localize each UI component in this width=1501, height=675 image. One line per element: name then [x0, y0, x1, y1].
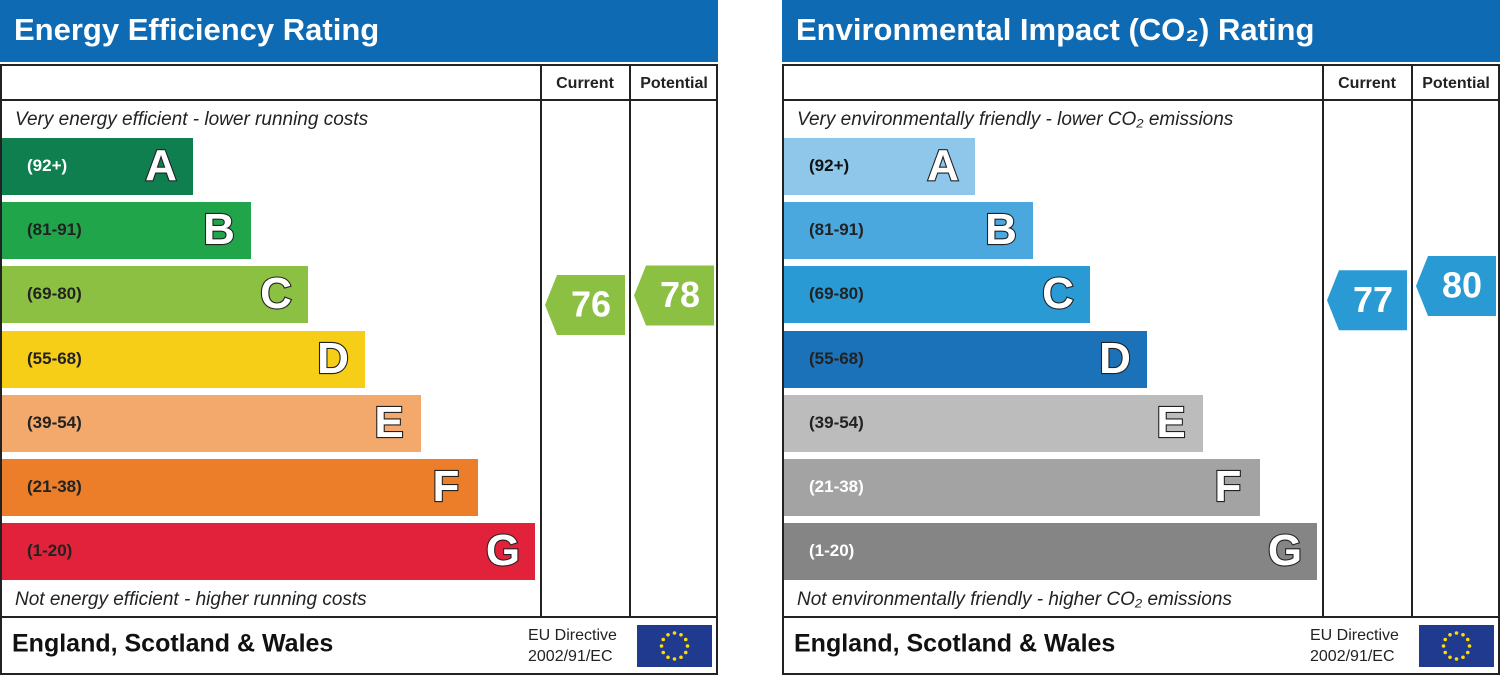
eu-star [1448, 632, 1452, 637]
band-letter: G [1268, 526, 1302, 575]
rating-band [784, 395, 1203, 452]
rating-band [2, 266, 308, 323]
directive-text: EU Directive [1310, 627, 1399, 644]
directive-text: 2002/91/EC [1310, 648, 1395, 665]
eu-star [661, 650, 666, 655]
band-range: (39-54) [809, 413, 864, 432]
eu-star [672, 631, 677, 635]
band-range: (21-38) [809, 477, 864, 496]
band-range: (55-68) [809, 349, 864, 368]
band-letter: G [486, 526, 520, 575]
band-range: (81-91) [809, 220, 864, 239]
footer-text: England, Scotland & Wales [12, 630, 333, 658]
title-bar [0, 0, 718, 62]
directive-text: EU Directive [528, 627, 617, 644]
rating-value: 78 [660, 274, 700, 315]
eu-star [1467, 644, 1472, 648]
eu-star [685, 644, 690, 648]
eu-star [1448, 655, 1452, 660]
eu-star [672, 657, 677, 661]
band-range: (92+) [809, 156, 849, 175]
title-bar [782, 0, 1500, 62]
rating-band [784, 459, 1260, 516]
rating-arrow [1416, 256, 1496, 316]
band-letter: B [203, 205, 235, 254]
band-letter: F [433, 462, 460, 511]
band-letter: D [1099, 334, 1131, 383]
panel-title: Environmental Impact (CO₂) Rating [796, 12, 1314, 47]
rating-band [2, 523, 535, 580]
column-header: Potential [640, 75, 708, 92]
rating-panel: Energy Efficiency Rating Current Potential… [0, 0, 718, 675]
eu-star [679, 632, 683, 637]
column-header: Current [1338, 75, 1396, 92]
band-letter: E [1156, 398, 1185, 447]
rating-arrow [545, 275, 625, 335]
eu-star [1465, 637, 1470, 642]
eu-star [1454, 631, 1459, 635]
eu-star [659, 644, 664, 648]
eu-star [679, 655, 683, 660]
rating-band [784, 266, 1090, 323]
band-range: (69-80) [27, 284, 82, 303]
band-range: (39-54) [27, 413, 82, 432]
band-letter: E [374, 398, 403, 447]
rating-band [2, 395, 421, 452]
rating-band [784, 523, 1317, 580]
footer-text: England, Scotland & Wales [794, 630, 1115, 658]
top-text: Very energy efficient - lower running co… [15, 109, 369, 130]
column-header: Potential [1422, 75, 1490, 92]
band-letter: C [260, 269, 292, 318]
rating-band [2, 459, 478, 516]
rating-value: 77 [1353, 279, 1393, 320]
rating-band [784, 202, 1033, 259]
eu-star [1443, 650, 1448, 655]
rating-value: 80 [1442, 265, 1482, 306]
band-letter: D [317, 334, 349, 383]
rating-band [784, 331, 1147, 388]
band-range: (92+) [27, 156, 67, 175]
band-letter: B [985, 205, 1017, 254]
band-letter: A [145, 141, 177, 190]
panel-frame [782, 64, 1500, 675]
column-header: Current [556, 75, 614, 92]
band-letter: C [1042, 269, 1074, 318]
rating-arrow [634, 265, 714, 326]
eu-star [683, 650, 688, 655]
rating-band [784, 138, 975, 195]
top-text: Very environmentally friendly - lower CO… [797, 109, 1234, 130]
band-range: (1-20) [27, 541, 72, 560]
eu-star [1465, 650, 1470, 655]
band-range: (1-20) [809, 541, 854, 560]
bottom-text: Not environmentally friendly - higher CO… [797, 589, 1232, 610]
band-range: (81-91) [27, 220, 82, 239]
eu-star [683, 637, 688, 642]
rating-panel: Environmental Impact (CO₂) Rating Current… [782, 0, 1500, 675]
directive-text: 2002/91/EC [528, 648, 613, 665]
band-letter: F [1215, 462, 1242, 511]
panel-frame [0, 64, 718, 675]
band-range: (55-68) [27, 349, 82, 368]
band-range: (69-80) [809, 284, 864, 303]
eu-star [1441, 644, 1446, 648]
eu-star [666, 632, 670, 637]
band-letter: A [927, 141, 959, 190]
rating-value: 76 [571, 284, 611, 325]
bottom-text: Not energy efficient - higher running co… [15, 589, 367, 610]
eu-star [1443, 637, 1448, 642]
rating-arrow [1327, 270, 1407, 331]
eu-star [661, 637, 666, 642]
panel-title: Energy Efficiency Rating [14, 12, 379, 47]
band-range: (21-38) [27, 477, 82, 496]
eu-star [1461, 632, 1465, 637]
rating-band [2, 138, 193, 195]
rating-band [2, 202, 251, 259]
rating-band [2, 331, 365, 388]
eu-star [1461, 655, 1465, 660]
eu-star [666, 655, 670, 660]
eu-star [1454, 657, 1459, 661]
